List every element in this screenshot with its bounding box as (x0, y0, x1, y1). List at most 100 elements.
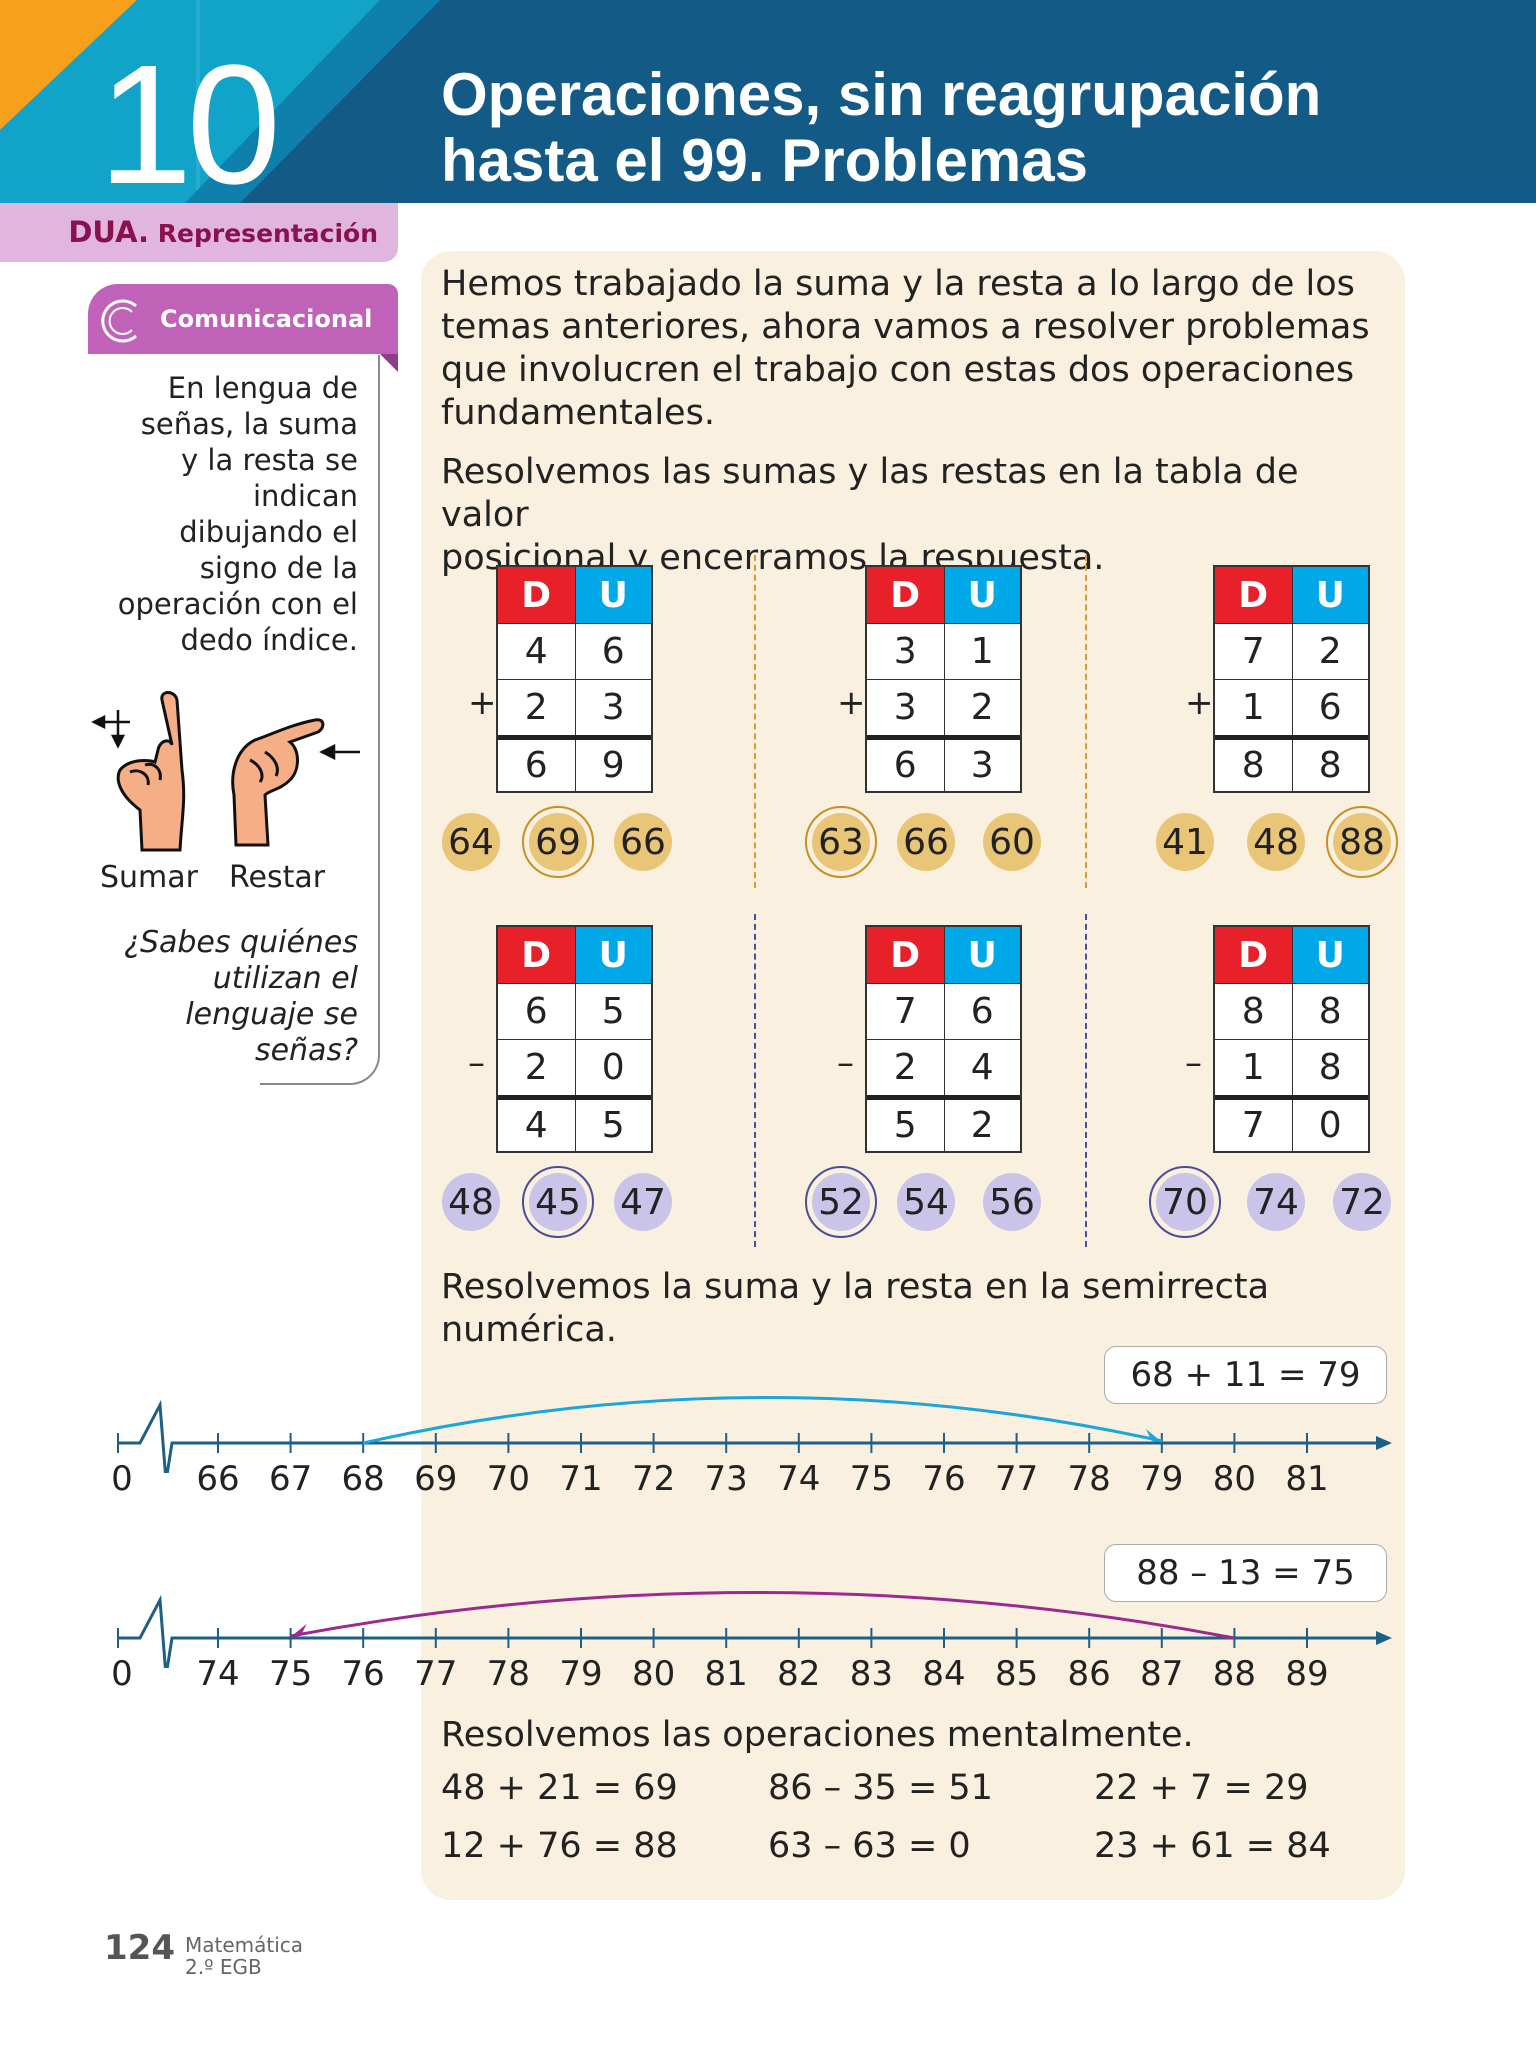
tens-cell: 7 (1215, 624, 1292, 679)
tick-label: 68 (341, 1459, 385, 1499)
instruction-number-line: Resolvemos la suma y la resta en la semi… (441, 1266, 1391, 1352)
answer-option[interactable]: 41 (1156, 813, 1214, 871)
units-cell: 6 (943, 984, 1020, 1039)
question-line: utilizan el (212, 961, 358, 996)
answer-option[interactable]: 56 (983, 1173, 1041, 1231)
tick-label: 72 (631, 1459, 676, 1499)
jump-arc (290, 1591, 1235, 1640)
tick-label: 86 (1067, 1654, 1111, 1694)
units-cell: 2 (943, 680, 1020, 735)
answer-option[interactable]: 74 (1247, 1173, 1305, 1231)
units-cell: 5 (574, 1100, 651, 1151)
add-sign-hand-icon (116, 691, 186, 852)
units-cell: 5 (574, 984, 651, 1039)
answer-option[interactable]: 48 (442, 1173, 500, 1231)
tick-label: 82 (777, 1654, 821, 1694)
answer-option-selected[interactable]: 88 (1326, 806, 1398, 878)
equation-box: 68 + 11 = 79 (1104, 1346, 1387, 1404)
sidebar-question: ¿Sabes quiénes utilizan el lenguaje se seña… (80, 925, 358, 1069)
dashed-divider (1085, 914, 1087, 1247)
tick-label: 74 (196, 1654, 240, 1694)
number-line (117, 1591, 1392, 1668)
question-line: lenguaje se (185, 997, 358, 1032)
instruction-line: Resolvemos las sumas y las restas en la … (441, 452, 1299, 535)
tick-label: 78 (1067, 1459, 1111, 1499)
tick-label: 87 (1140, 1654, 1184, 1694)
operator-sign: – (1185, 1043, 1202, 1083)
answer-option[interactable]: 66 (614, 813, 672, 871)
tick-label-zero: 0 (111, 1459, 133, 1499)
number-line (117, 1396, 1392, 1473)
c-logo-icon (101, 299, 137, 343)
answer-option-selected[interactable]: 70 (1149, 1166, 1221, 1238)
tick-label: 77 (414, 1654, 458, 1694)
tick-label: 81 (1285, 1459, 1329, 1499)
title-line: hasta el 99. Problemas (441, 127, 1088, 194)
answer-option[interactable]: 47 (614, 1173, 672, 1231)
units-header: U (574, 927, 651, 983)
jump-arc (362, 1396, 1163, 1445)
answer-option[interactable]: 54 (897, 1173, 955, 1231)
units-header: U (943, 927, 1020, 983)
units-cell: 4 (943, 1040, 1020, 1095)
answer-option-selected[interactable]: 69 (522, 806, 594, 878)
tens-cell: 1 (1215, 1040, 1292, 1095)
jump-arrow-icon (290, 1624, 307, 1637)
units-cell: 3 (943, 740, 1020, 791)
page-title: Operaciones, sin reagrupación hasta el 9… (441, 62, 1321, 194)
tick-label: 77 (994, 1459, 1039, 1499)
units-cell: 8 (1291, 1040, 1368, 1095)
tick-label: 70 (486, 1459, 531, 1499)
answer-option[interactable]: 66 (897, 813, 955, 871)
axis-line (118, 1594, 1380, 1668)
tick-label: 81 (704, 1654, 748, 1694)
tens-cell: 3 (867, 680, 944, 735)
tick-label: 74 (777, 1459, 821, 1499)
tens-cell: 8 (1215, 740, 1292, 791)
answer-option[interactable]: 60 (983, 813, 1041, 871)
operator-sign: + (837, 683, 866, 723)
answer-option-selected[interactable]: 52 (805, 1166, 877, 1238)
sidebar-frame (260, 355, 380, 1085)
units-header: U (943, 567, 1020, 623)
dashed-divider (754, 914, 756, 1247)
title-line: Operaciones, sin reagrupación (441, 61, 1322, 128)
sidebar-text-line: señas, la suma (140, 407, 358, 441)
sidebar-text-line: En lengua de (167, 371, 358, 405)
units-cell: 0 (574, 1040, 651, 1095)
tick-label: 75 (849, 1459, 894, 1499)
tick-label: 75 (268, 1654, 313, 1694)
intro-paragraph: Hemos trabajado la suma y la resta a lo … (441, 263, 1391, 435)
answer-option[interactable]: 48 (1247, 813, 1305, 871)
question-line: ¿Sabes quiénes (124, 925, 358, 960)
tens-cell: 3 (867, 624, 944, 679)
tick-label: 79 (1140, 1459, 1184, 1499)
answer-option-selected[interactable]: 45 (522, 1166, 594, 1238)
tens-cell: 7 (1215, 1100, 1292, 1151)
answer-option[interactable]: 64 (442, 813, 500, 871)
jump-arrow-icon (1145, 1429, 1162, 1442)
tens-header: D (867, 927, 944, 983)
footer-subject: Matemática (185, 1933, 304, 1957)
tick-label: 67 (268, 1459, 313, 1499)
answer-option[interactable]: 72 (1333, 1173, 1391, 1231)
tick-label: 76 (341, 1654, 385, 1694)
tick-label: 83 (849, 1654, 894, 1694)
answer-option-selected[interactable]: 63 (805, 806, 877, 878)
units-cell: 8 (1291, 740, 1368, 791)
